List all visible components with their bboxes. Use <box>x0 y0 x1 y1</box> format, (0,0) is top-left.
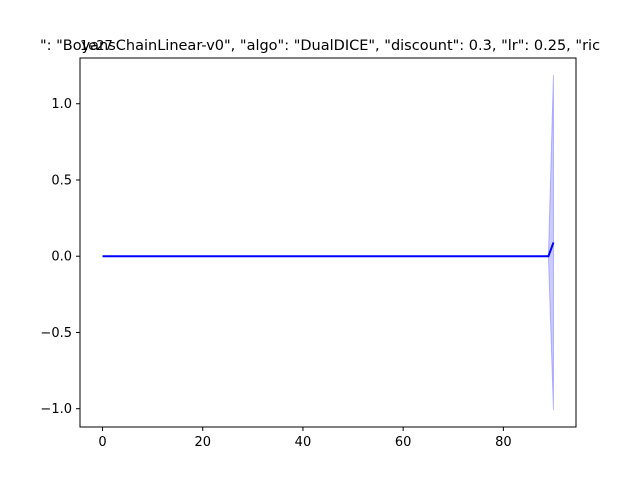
x-tick-label: 0 <box>98 435 106 450</box>
plot-area: 0 20 40 60 80 −1.0 −0.5 0.0 0.5 1.0 <box>40 57 577 450</box>
chart-title: ": "BoyansChainLinear-v0", "algo": "Dual… <box>40 38 600 54</box>
y-tick-label: 1.0 <box>51 97 72 112</box>
y-tick-label: −1.0 <box>40 402 72 417</box>
series-0-line <box>102 242 555 258</box>
axes-frame <box>79 57 577 428</box>
x-tick-label: 80 <box>495 435 512 450</box>
y-tick-label: 0.0 <box>51 250 72 265</box>
x-tick-label: 40 <box>295 435 312 450</box>
y-tick-label: −0.5 <box>40 326 72 341</box>
series-0-confidence-band <box>102 74 554 411</box>
y-axis-offset-label: 1e27 <box>80 39 113 54</box>
x-tick-label: 60 <box>395 435 412 450</box>
y-tick-label: 0.5 <box>51 173 72 188</box>
x-tick-label: 20 <box>194 435 211 450</box>
